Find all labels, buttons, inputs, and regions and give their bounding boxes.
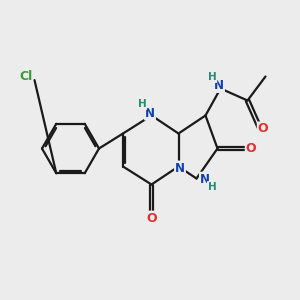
Text: O: O [246, 142, 256, 155]
Text: H: H [208, 182, 217, 192]
Text: N: N [200, 172, 210, 186]
Text: N: N [214, 79, 224, 92]
Text: H: H [137, 99, 146, 109]
Text: N: N [145, 106, 155, 120]
Text: Cl: Cl [19, 70, 32, 83]
Text: N: N [175, 161, 185, 175]
Text: H: H [208, 72, 217, 82]
Text: O: O [146, 212, 157, 225]
Text: O: O [258, 122, 268, 136]
